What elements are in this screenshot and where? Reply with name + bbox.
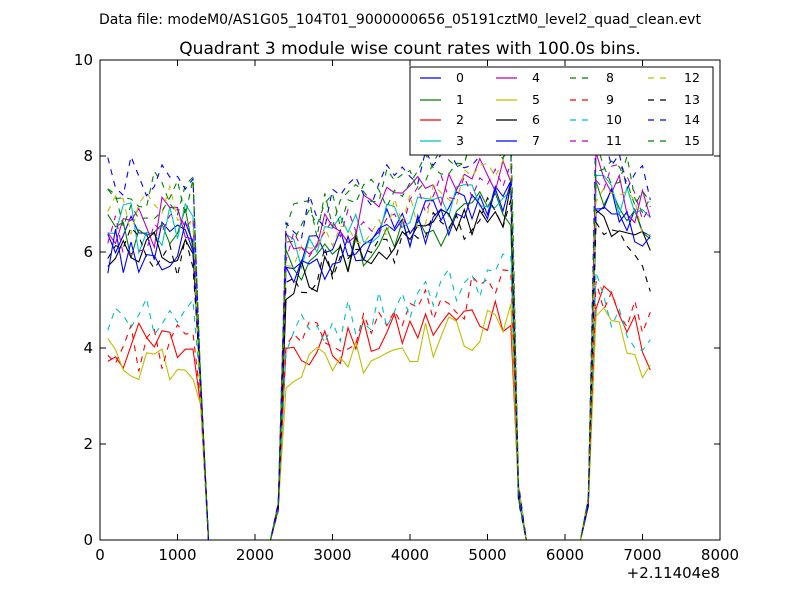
legend-label-3: 3	[456, 133, 464, 148]
y-tick-label: 10	[74, 51, 93, 69]
legend-label-0: 0	[456, 70, 464, 85]
series-line-2	[107, 285, 651, 541]
legend-label-10: 10	[606, 112, 622, 127]
series-line-15	[107, 135, 651, 541]
series-line-9	[107, 269, 651, 541]
x-tick-label: 6000	[546, 546, 584, 564]
x-tick-label: 3000	[313, 546, 351, 564]
series-line-12	[107, 159, 651, 541]
x-tick-label: 1000	[158, 546, 196, 564]
series-line-6	[107, 184, 651, 541]
y-tick-label: 6	[83, 243, 93, 261]
legend-label-11: 11	[606, 133, 622, 148]
series-line-13	[107, 196, 651, 541]
series-line-5	[107, 303, 651, 541]
chart-title: Quadrant 3 module wise count rates with …	[179, 39, 640, 59]
x-tick-label: 5000	[468, 546, 506, 564]
y-tick-label: 0	[83, 531, 93, 549]
legend-label-13: 13	[684, 92, 700, 107]
legend-label-1: 1	[456, 92, 464, 107]
y-tick-label: 2	[83, 435, 93, 453]
x-tick-label: 4000	[391, 546, 429, 564]
legend-label-6: 6	[532, 112, 540, 127]
series-layer	[107, 117, 651, 541]
series-line-10	[107, 253, 651, 541]
x-tick-label: 2000	[236, 546, 274, 564]
x-tick-label: 0	[95, 546, 105, 564]
legend-label-2: 2	[456, 112, 464, 127]
legend-label-5: 5	[532, 92, 540, 107]
y-tick-label: 8	[83, 147, 93, 165]
legend-label-7: 7	[532, 133, 540, 148]
y-tick-label: 4	[83, 339, 93, 357]
legend-label-9: 9	[606, 92, 614, 107]
series-line-14	[107, 117, 651, 541]
suptitle: Data file: modeM0/AS1G05_104T01_90000006…	[99, 12, 701, 28]
legend-label-8: 8	[606, 70, 614, 85]
x-tick-label: 8000	[701, 546, 739, 564]
legend-label-12: 12	[684, 70, 700, 85]
x-tick-label: 7000	[623, 546, 661, 564]
legend-box	[409, 66, 714, 156]
legend-label-4: 4	[532, 70, 540, 85]
legend-label-14: 14	[684, 112, 700, 127]
legend-label-15: 15	[684, 133, 700, 148]
x-offset-label: +2.11404e8	[627, 564, 720, 582]
